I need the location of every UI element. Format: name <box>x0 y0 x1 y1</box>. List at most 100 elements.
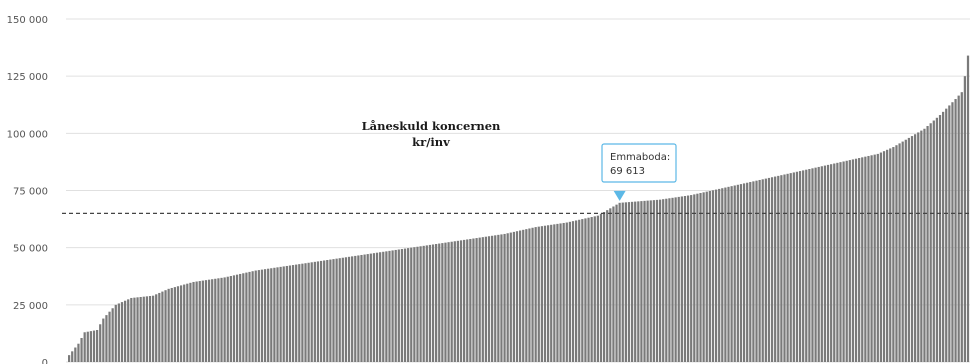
bar <box>677 196 680 362</box>
bar <box>89 331 93 362</box>
bar <box>257 270 260 362</box>
bar <box>783 174 786 362</box>
bar <box>674 197 677 362</box>
bar <box>136 297 139 362</box>
bar <box>724 187 727 362</box>
bar <box>761 179 764 362</box>
bar <box>245 272 248 362</box>
bar <box>332 259 335 362</box>
bar <box>882 151 886 362</box>
bar <box>854 158 858 362</box>
bar <box>662 199 665 362</box>
bar <box>248 271 251 362</box>
chart-title: Låneskuld koncernen <box>362 119 501 133</box>
bar <box>624 202 627 362</box>
bar <box>463 239 466 362</box>
bar <box>207 279 211 362</box>
bar <box>820 166 823 362</box>
bar <box>938 115 942 362</box>
bar <box>326 260 329 362</box>
bar <box>680 196 683 362</box>
bar <box>229 276 232 362</box>
bar <box>71 351 74 362</box>
bar <box>627 202 631 362</box>
bar <box>515 231 519 362</box>
bar <box>805 169 808 362</box>
bar <box>385 251 388 362</box>
bar <box>170 287 173 362</box>
bar <box>702 192 705 362</box>
bar <box>951 102 954 362</box>
bars <box>68 55 970 363</box>
bar <box>565 222 568 362</box>
bar <box>571 221 575 362</box>
y-tick-label: 125 000 <box>7 72 48 83</box>
bar <box>823 165 827 362</box>
bar <box>435 244 438 362</box>
bar <box>826 164 830 362</box>
tooltip-name: Emmaboda: <box>610 152 670 163</box>
bar <box>304 263 307 362</box>
bar <box>164 290 167 362</box>
bar <box>235 274 239 362</box>
bar <box>310 262 313 362</box>
bar <box>808 169 811 362</box>
bar <box>142 296 145 362</box>
bar <box>425 245 428 362</box>
bar <box>438 243 441 362</box>
y-tick-label: 50 000 <box>13 244 48 255</box>
bar <box>366 254 369 362</box>
bar <box>403 248 407 362</box>
bar <box>671 197 674 362</box>
bar <box>108 311 111 362</box>
bar <box>151 295 155 362</box>
bar <box>861 157 864 362</box>
bar <box>904 139 907 362</box>
y-axis-tick-labels: 0 25 000 50 000 75 000 100 000 125 000 150 000 <box>7 15 48 364</box>
bar <box>966 55 970 363</box>
bar <box>634 201 637 362</box>
bar <box>540 226 544 362</box>
bar <box>491 235 494 362</box>
bar <box>599 213 603 362</box>
bar <box>752 181 755 362</box>
bar <box>963 76 967 363</box>
bar <box>792 172 795 362</box>
bar <box>693 194 696 362</box>
bar <box>285 265 288 362</box>
bar <box>453 241 456 362</box>
bar <box>394 249 397 362</box>
bar <box>214 278 217 362</box>
bar <box>534 227 537 362</box>
bar <box>587 217 590 362</box>
bar <box>105 315 108 362</box>
bar <box>795 171 799 362</box>
bar <box>777 175 780 362</box>
bar <box>99 324 102 362</box>
bar <box>329 259 332 362</box>
bar <box>568 221 572 362</box>
bar <box>537 226 540 362</box>
bar <box>531 227 534 362</box>
bar <box>851 159 855 362</box>
bar <box>148 296 152 362</box>
bar <box>413 247 416 362</box>
bar <box>767 177 771 362</box>
bar <box>397 249 400 362</box>
bar <box>889 148 892 362</box>
bar <box>833 163 836 362</box>
bar <box>251 271 254 362</box>
bar <box>652 200 655 362</box>
bar <box>858 158 861 362</box>
bar <box>263 269 267 362</box>
bar <box>74 347 77 362</box>
bar <box>276 267 279 362</box>
bar <box>696 193 699 362</box>
bar <box>578 219 581 362</box>
bar <box>363 254 366 362</box>
bar <box>431 244 435 362</box>
bar <box>323 260 326 362</box>
bar <box>382 251 385 362</box>
bar <box>111 308 114 362</box>
bar <box>183 284 186 362</box>
